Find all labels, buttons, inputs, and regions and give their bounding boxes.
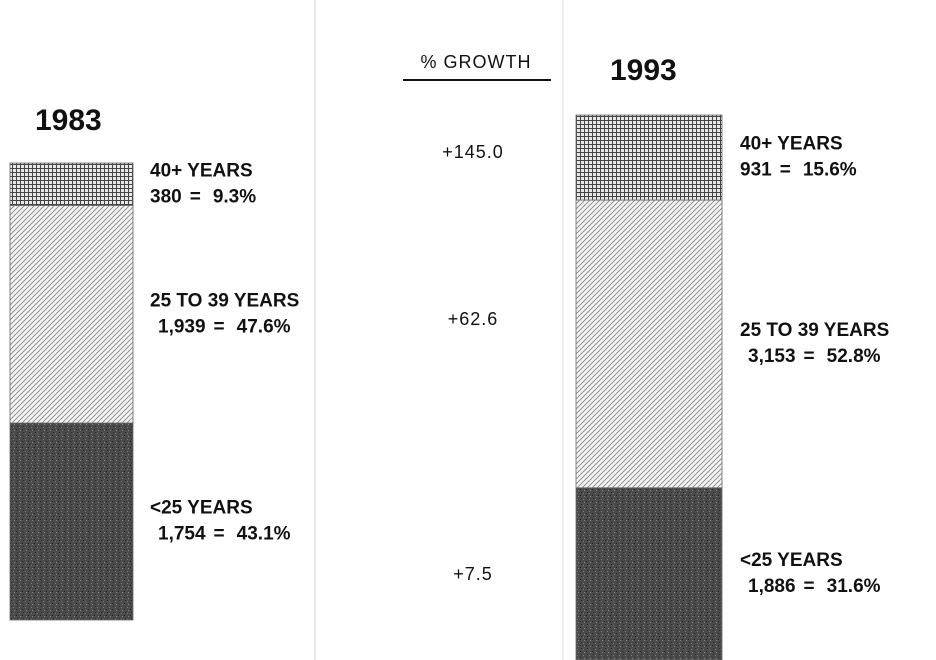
- segment-value: 1,886 = 31.6%: [748, 576, 881, 597]
- separator: =: [214, 316, 225, 337]
- bar-segment: [9, 422, 134, 621]
- separator: =: [190, 186, 201, 207]
- separator: =: [214, 524, 225, 545]
- bar-segment: [575, 199, 723, 489]
- segment-name: <25 YEARS: [740, 550, 843, 571]
- growth-title: % GROWTH: [421, 52, 532, 72]
- segment-value: 931 = 15.6%: [740, 160, 857, 181]
- segment-name: 25 TO 39 YEARS: [150, 290, 299, 311]
- segment-count: 3,153: [748, 346, 796, 367]
- bar-segment: [575, 114, 723, 201]
- segment-count: 1,939: [158, 316, 206, 337]
- separator: =: [804, 346, 815, 367]
- separator: =: [804, 576, 815, 597]
- segment-percent: 31.6%: [827, 576, 881, 597]
- segment-percent: 47.6%: [237, 316, 291, 337]
- segment-value: 380 = 9.3%: [150, 186, 256, 207]
- bar-segment: [9, 162, 134, 206]
- growth-value: +145.0: [442, 142, 504, 162]
- growth-value: +7.5: [453, 564, 493, 584]
- segment-value: 3,153 = 52.8%: [748, 346, 881, 367]
- segment-count: 1,886: [748, 576, 796, 597]
- segment-percent: 9.3%: [213, 186, 256, 207]
- separator: =: [780, 160, 791, 181]
- segment-value: 1,939 = 47.6%: [158, 316, 291, 337]
- segment-name: 40+ YEARS: [740, 134, 843, 155]
- year-label: 1993: [610, 54, 677, 87]
- segment-percent: 52.8%: [827, 346, 881, 367]
- segment-name: 25 TO 39 YEARS: [740, 320, 889, 341]
- segment-count: 1,754: [158, 524, 206, 545]
- segment-name: <25 YEARS: [150, 498, 253, 519]
- segment-name: 40+ YEARS: [150, 160, 253, 181]
- growth-value: +62.6: [448, 309, 499, 329]
- segment-count: 931: [740, 160, 772, 181]
- segment-value: 1,754 = 43.1%: [158, 524, 291, 545]
- segment-count: 380: [150, 186, 182, 207]
- segment-percent: 15.6%: [803, 160, 857, 181]
- segment-percent: 43.1%: [237, 524, 291, 545]
- year-label: 1983: [35, 104, 102, 137]
- bar-segment: [575, 487, 723, 660]
- bar-segment: [9, 205, 134, 424]
